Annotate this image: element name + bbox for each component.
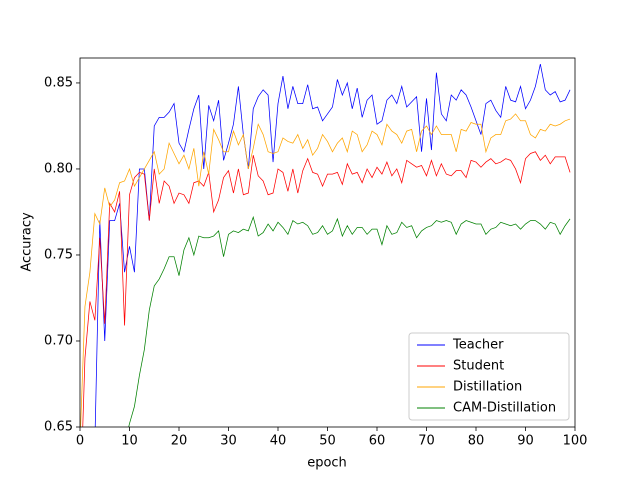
legend-label: CAM-Distillation [453, 401, 556, 416]
plot-lines [80, 63, 571, 427]
x-tick-label: 50 [319, 434, 336, 449]
x-tick-label: 10 [121, 434, 138, 449]
y-tick-label: 0.85 [44, 75, 73, 90]
y-tick-label: 0.75 [44, 247, 73, 262]
x-tick-label: 20 [171, 434, 188, 449]
legend-label: Teacher [452, 338, 504, 353]
series-line [82, 151, 571, 427]
y-tick-label: 0.65 [44, 420, 73, 435]
x-tick-label: 80 [468, 434, 485, 449]
legend-box [408, 332, 570, 421]
series-line [94, 63, 571, 427]
x-axis-label: epoch [307, 456, 347, 471]
legend-label: Student [453, 359, 504, 374]
x-tick-label: 60 [369, 434, 386, 449]
y-axis-label: Accuracy [20, 212, 35, 272]
y-tick-label: 0.80 [44, 161, 73, 176]
x-tick-label: 0 [76, 434, 84, 449]
legend-label: Distillation [453, 380, 522, 395]
series-line [128, 215, 571, 427]
x-tick-label: 40 [270, 434, 287, 449]
x-tick-label: 90 [517, 434, 534, 449]
y-tick-label: 0.70 [44, 333, 73, 348]
x-tick-label: 30 [220, 434, 237, 449]
x-tick-label: 100 [563, 434, 588, 449]
series-line [80, 113, 571, 427]
x-tick-label: 70 [418, 434, 435, 449]
